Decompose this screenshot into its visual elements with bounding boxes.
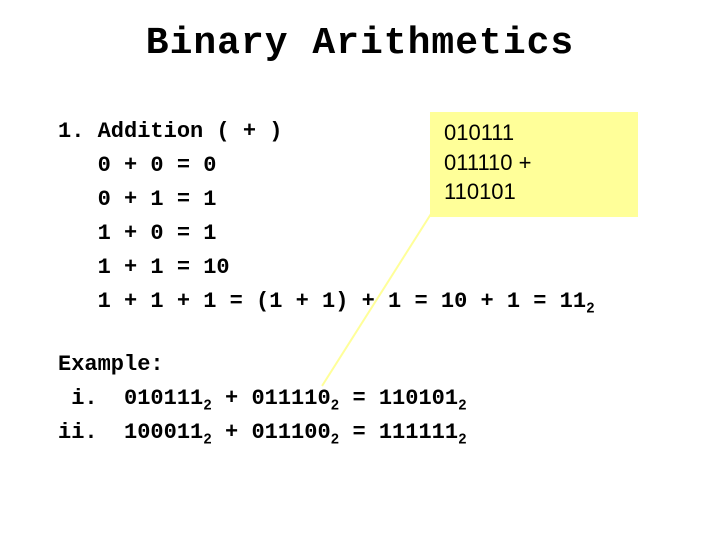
sub: 2 (331, 432, 340, 448)
rule-1: 0 + 0 = 0 (98, 153, 217, 178)
rule-2: 0 + 1 = 1 (98, 187, 217, 212)
example-1-a: 010111 (124, 386, 203, 411)
sub: 2 (203, 398, 212, 414)
sub: 2 (331, 398, 340, 414)
callout-box: 010111 011110 + 110101 (430, 112, 638, 217)
rule-4: 1 + 1 = 10 (98, 255, 230, 280)
rule-5-subscript: 2 (586, 302, 595, 318)
sub: 2 (203, 432, 212, 448)
sub: 2 (458, 432, 467, 448)
example-2-a: 100011 (124, 420, 203, 445)
example-2-r: 111111 (379, 420, 458, 445)
example-2-b: 011100 (251, 420, 330, 445)
callout-line1: 010111 (444, 120, 514, 145)
rule-5: 1 + 1 + 1 = (1 + 1) + 1 = 10 + 1 = 11 (98, 289, 586, 314)
callout-line2: 011110 + (444, 150, 531, 175)
example-2-label: ii. (58, 420, 124, 445)
example-1-label: i. (58, 386, 124, 411)
slide: Binary Arithmetics 1. Addition ( + ) 0 +… (0, 0, 720, 540)
example-heading: Example: (58, 352, 164, 377)
rule-3: 1 + 0 = 1 (98, 221, 217, 246)
callout-line3: 110101 (444, 179, 516, 204)
slide-title: Binary Arithmetics (0, 22, 720, 65)
example-1-r: 110101 (379, 386, 458, 411)
sub: 2 (458, 398, 467, 414)
example-1-b: 011110 (251, 386, 330, 411)
section-heading: 1. Addition ( + ) (58, 119, 282, 144)
example-block: Example: i. 0101112 + 0111102 = 1101012 … (58, 348, 595, 450)
